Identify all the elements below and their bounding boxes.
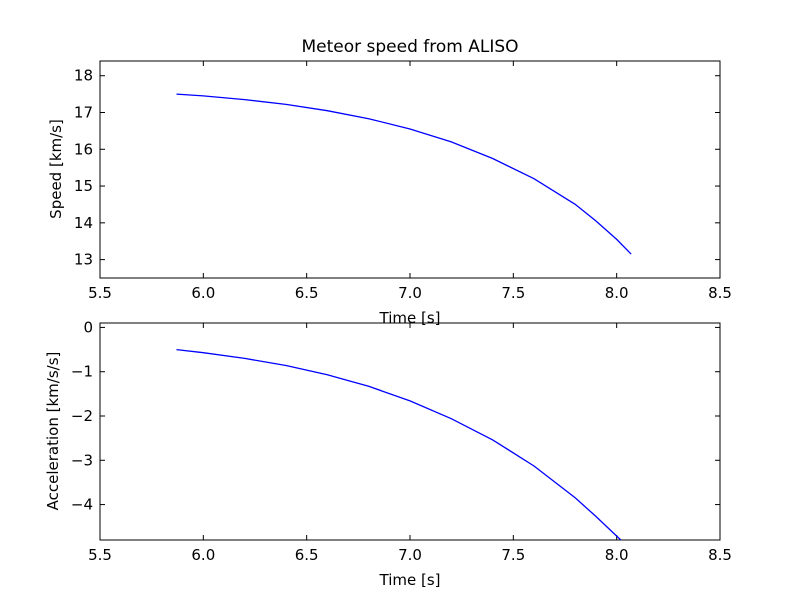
speed-x-tick-label: 8.0	[605, 284, 629, 302]
speed-y-tick-label: 14	[74, 214, 93, 232]
speed-series-line	[176, 93, 632, 255]
acceleration-x-tick-label: 6.5	[295, 546, 319, 564]
acceleration-x-tick-label: 7.5	[501, 546, 525, 564]
acceleration-y-tick-label: −4	[71, 496, 93, 514]
speed-y-tick-label: 15	[74, 177, 93, 195]
speed-y-tick-label: 18	[74, 67, 93, 85]
speed-axes-frame	[99, 60, 721, 279]
acceleration-x-tick-label: 5.5	[88, 546, 112, 564]
acceleration-x-axis-label: Time [s]	[379, 571, 441, 589]
acceleration-x-tick-label: 6.0	[191, 546, 215, 564]
speed-y-tick-label: 17	[74, 103, 93, 121]
speed-y-tick-label: 16	[74, 140, 93, 158]
acceleration-x-tick-label: 8.0	[605, 546, 629, 564]
acceleration-subplot: Time [s] Acceleration [km/s/s] 5.5 6.0 6.5…	[44, 318, 732, 589]
speed-x-tick-label: 5.5	[88, 284, 112, 302]
acceleration-y-tick-label: 0	[83, 318, 93, 336]
speed-x-tick-label: 7.5	[501, 284, 525, 302]
speed-x-tick-label: 7.0	[398, 284, 422, 302]
acceleration-y-tick-label: −2	[71, 407, 93, 425]
acceleration-y-tick-label: −3	[71, 451, 93, 469]
speed-x-tick-label: 6.0	[191, 284, 215, 302]
acceleration-axes-frame	[99, 322, 721, 541]
speed-y-tick-label: 13	[74, 251, 93, 269]
speed-y-axis-label: Speed [km/s]	[47, 119, 65, 219]
acceleration-x-tick-label: 8.5	[708, 546, 732, 564]
acceleration-x-tick-label: 7.0	[398, 546, 422, 564]
acceleration-series-line	[176, 348, 622, 541]
acceleration-y-axis-label: Acceleration [km/s/s]	[44, 352, 62, 511]
speed-subplot: Meteor speed from ALISO Time [s] Speed […	[47, 37, 732, 327]
speed-x-tick-label: 8.5	[708, 284, 732, 302]
acceleration-y-tick-label: −1	[71, 363, 93, 381]
chart-title: Meteor speed from ALISO	[301, 37, 518, 57]
speed-x-tick-label: 6.5	[295, 284, 319, 302]
